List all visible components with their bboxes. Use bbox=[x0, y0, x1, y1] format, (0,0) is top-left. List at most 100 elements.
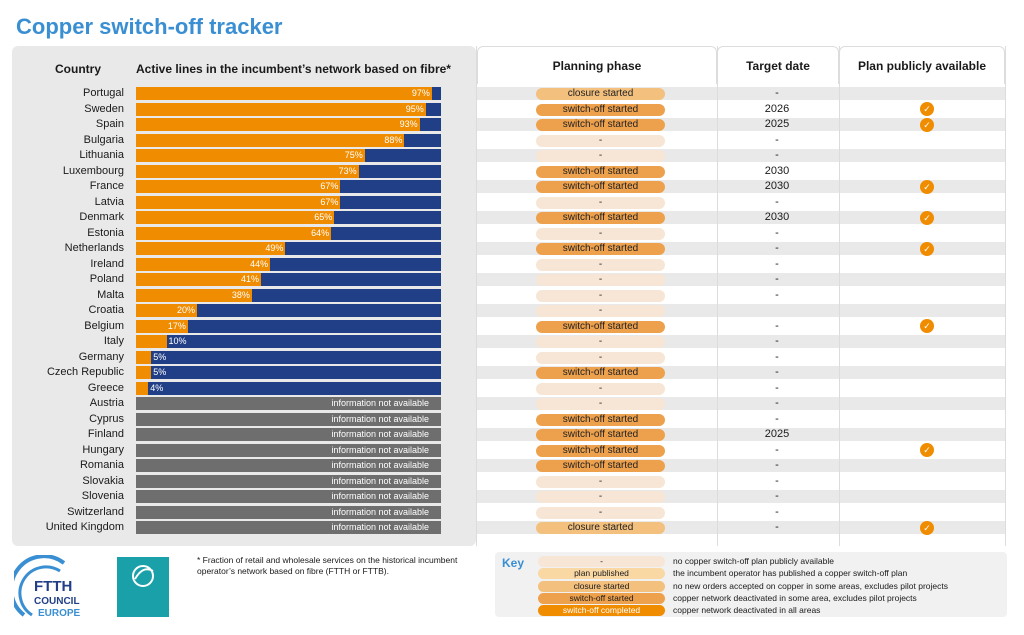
target-date: - bbox=[775, 288, 779, 301]
active-lines-header: Active lines in the incumbent’s network … bbox=[136, 62, 451, 76]
ftth-logo-text: COUNCIL bbox=[34, 596, 80, 607]
phase-pill: - bbox=[536, 227, 665, 240]
data-label: 44% bbox=[250, 258, 269, 269]
bar-fibre bbox=[136, 366, 152, 379]
target-date: 2030 bbox=[764, 180, 790, 192]
bar-fibre bbox=[136, 180, 341, 193]
data-label: 64% bbox=[311, 227, 330, 238]
bar-fibre bbox=[136, 304, 197, 317]
phase-pill: - bbox=[536, 196, 665, 209]
legend-description: no copper switch-off plan publicly avail… bbox=[673, 556, 834, 566]
data-label: 5% bbox=[153, 367, 167, 377]
country-label: Latvia bbox=[94, 195, 124, 208]
data-label: 20% bbox=[176, 305, 195, 315]
data-label: 67% bbox=[320, 181, 339, 191]
bar-fibre bbox=[136, 381, 149, 395]
checkmark-icon: ✓ bbox=[920, 520, 934, 535]
country-label: Hungary bbox=[82, 443, 124, 456]
phase-pill: - bbox=[536, 382, 665, 395]
page-title: Copper switch-off tracker bbox=[16, 14, 283, 39]
cullen-logo-text: CULLEN INTERNATIONAL bbox=[113, 595, 173, 613]
legend-description: copper network deactivated in some area,… bbox=[673, 592, 917, 603]
phase-pill: switch-off started bbox=[536, 367, 665, 379]
bar-fibre bbox=[136, 350, 152, 364]
target-date: - bbox=[775, 350, 779, 363]
column-divider bbox=[717, 46, 718, 546]
bar-fibre bbox=[136, 226, 332, 240]
ftth-council-logo: FTTH COUNCIL EUROPE bbox=[14, 555, 81, 619]
data-label: 88% bbox=[384, 134, 403, 145]
bar-fibre bbox=[136, 319, 188, 333]
country-label: Spain bbox=[95, 118, 124, 130]
checkmark-icon: ✓ bbox=[920, 102, 934, 116]
cullen-subname: INTERNATIONAL bbox=[116, 605, 170, 612]
country-label: Ireland bbox=[90, 257, 124, 270]
cullen-name: CULLEN bbox=[126, 595, 160, 604]
data-label: 97% bbox=[411, 88, 430, 98]
legend-description: no new orders accepted on copper in some… bbox=[673, 580, 948, 591]
bar-fibre bbox=[136, 288, 252, 302]
checkmark-icon: ✓ bbox=[920, 117, 934, 132]
country-label: Belgium bbox=[84, 319, 124, 332]
phase-pill: closure started bbox=[536, 522, 665, 534]
country-label: Poland bbox=[89, 273, 124, 285]
phase-pill: switch-off started bbox=[536, 444, 665, 457]
phase-pill: switch-off started bbox=[536, 320, 665, 333]
phase-pill: switch-off started bbox=[536, 119, 665, 131]
country-label: Germany bbox=[78, 350, 124, 363]
target-date: - bbox=[775, 366, 779, 378]
country-label: Luxembourg bbox=[62, 164, 124, 177]
data-label: 49% bbox=[265, 243, 284, 253]
legend-title: Key bbox=[502, 556, 525, 570]
phase-pill: switch-off started bbox=[536, 413, 665, 426]
checkmark-icon: ✓ bbox=[920, 443, 934, 457]
target-date: - bbox=[775, 412, 779, 425]
bar-fibre bbox=[136, 118, 420, 131]
data-label: 10% bbox=[168, 336, 187, 346]
checkmark-icon: ✓ bbox=[920, 241, 934, 256]
target-date-header: Target date bbox=[717, 46, 839, 84]
phase-pill: switch-off started bbox=[536, 212, 665, 224]
country-label: Czech Republic bbox=[46, 366, 124, 378]
phase-pill: switch-off started bbox=[536, 243, 665, 255]
country-label: Malta bbox=[97, 288, 124, 301]
bar-not-available: information not available bbox=[136, 521, 441, 534]
bar-remainder bbox=[136, 304, 441, 317]
data-label: 73% bbox=[338, 165, 357, 176]
phase-pill: - bbox=[536, 475, 665, 488]
data-label: 41% bbox=[241, 274, 260, 284]
bar-fibre bbox=[136, 87, 432, 100]
checkmark-icon: ✓ bbox=[920, 179, 934, 194]
target-date: 2026 bbox=[764, 102, 790, 115]
bar-remainder bbox=[136, 319, 441, 333]
data-label: 75% bbox=[344, 150, 363, 160]
country-label: Croatia bbox=[88, 304, 124, 316]
country-header: Country bbox=[55, 62, 101, 76]
column-divider bbox=[1005, 46, 1006, 546]
country-label: Greece bbox=[87, 381, 124, 394]
planning-phase-header: Planning phase bbox=[477, 46, 717, 84]
data-label: 38% bbox=[231, 289, 250, 300]
bar-not-available: information not available bbox=[136, 490, 441, 503]
target-date: - bbox=[775, 226, 779, 239]
bar-not-available: information not available bbox=[136, 505, 441, 519]
bar-fibre bbox=[136, 242, 286, 255]
country-label: Sweden bbox=[84, 102, 124, 115]
phase-pill: - bbox=[536, 398, 665, 410]
target-date: - bbox=[775, 505, 779, 518]
data-label: 5% bbox=[153, 351, 167, 362]
country-label: Portugal bbox=[83, 87, 124, 99]
bar-remainder bbox=[136, 350, 441, 364]
bar-remainder bbox=[136, 381, 441, 395]
data-label: 65% bbox=[314, 212, 333, 222]
target-date: - bbox=[775, 149, 779, 161]
bar-fibre bbox=[136, 195, 341, 209]
checkmark-icon: ✓ bbox=[920, 319, 934, 333]
bar-remainder bbox=[136, 335, 441, 348]
target-date: - bbox=[775, 521, 779, 533]
phase-pill: - bbox=[536, 150, 665, 162]
bar-fibre bbox=[136, 211, 335, 224]
target-date: 2030 bbox=[764, 211, 790, 223]
ftth-logo-text: FTTH bbox=[34, 578, 72, 595]
data-label: 4% bbox=[150, 382, 164, 393]
